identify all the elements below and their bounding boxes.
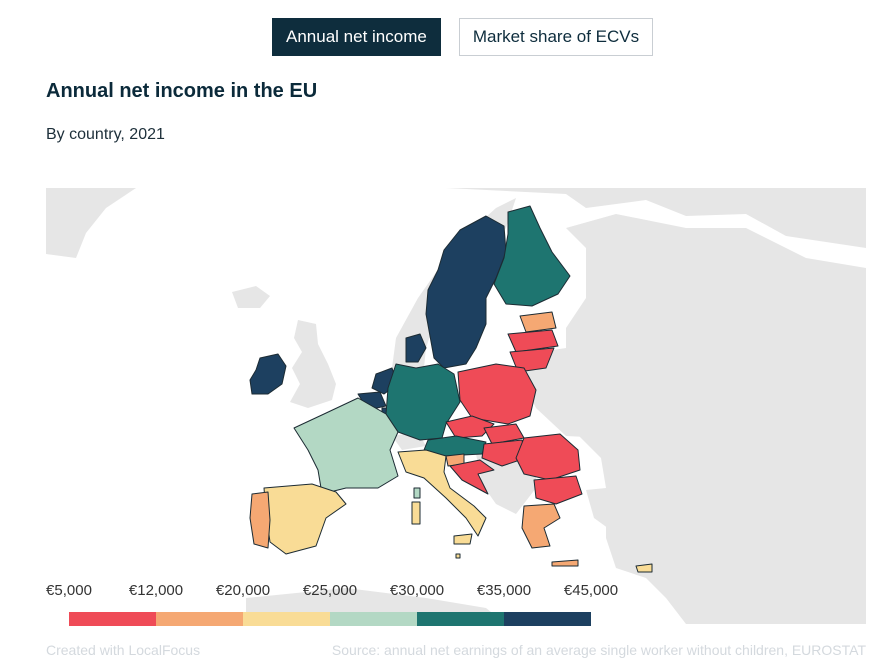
- country-hungary[interactable]: [481, 439, 527, 467]
- country-ireland[interactable]: [249, 353, 287, 395]
- country-italy[interactable]: [397, 449, 487, 537]
- arctic-islands: [446, 188, 866, 248]
- legend-label-25000: €25,000: [302, 582, 358, 599]
- uk-land: [290, 320, 336, 408]
- country-lithuania[interactable]: [509, 347, 555, 373]
- tab-market-share-ecvs[interactable]: Market share of ECVs: [458, 18, 654, 56]
- legend-swatch-6: [504, 612, 591, 626]
- country-romania[interactable]: [515, 433, 581, 481]
- country-bulgaria[interactable]: [533, 475, 583, 505]
- belarus-ukraine: [514, 348, 626, 438]
- turkey-land: [586, 484, 746, 544]
- eu-countries: [249, 205, 653, 573]
- legend-label-5000: €5,000: [46, 582, 92, 599]
- footer-source: Source: annual net earnings of an averag…: [331, 642, 866, 658]
- legend-swatch-4: [330, 612, 417, 626]
- country-sicily[interactable]: [453, 533, 473, 545]
- country-finland[interactable]: [493, 205, 571, 307]
- country-greece[interactable]: [521, 503, 561, 549]
- country-sardinia[interactable]: [411, 501, 421, 525]
- country-spain[interactable]: [263, 483, 347, 555]
- country-cyprus[interactable]: [635, 563, 653, 573]
- country-malta[interactable]: [455, 553, 461, 559]
- chart-title: Annual net income in the EU: [46, 80, 318, 102]
- legend-label-12000: €12,000: [128, 582, 184, 599]
- country-france[interactable]: [293, 397, 399, 495]
- map-svg: [46, 188, 866, 624]
- country-germany[interactable]: [385, 363, 461, 441]
- country-portugal[interactable]: [249, 491, 271, 549]
- eu-map: [46, 188, 866, 624]
- chart-subtitle: By country, 2021: [46, 126, 165, 143]
- country-poland[interactable]: [457, 363, 537, 425]
- tab-annual-net-income[interactable]: Annual net income: [272, 18, 441, 56]
- legend-swatch-2: [156, 612, 243, 626]
- map-legend: €5,000 €12,000 €20,000 €25,000 €30,000 €…: [46, 582, 626, 628]
- legend-swatch-5: [417, 612, 504, 626]
- iceland-land: [232, 286, 270, 308]
- tab-bar: Annual net income Market share of ECVs: [272, 18, 654, 56]
- legend-swatch-3: [243, 612, 330, 626]
- legend-label-45000: €45,000: [563, 582, 619, 599]
- country-crete[interactable]: [551, 559, 579, 567]
- legend-label-30000: €30,000: [389, 582, 445, 599]
- country-estonia[interactable]: [519, 311, 557, 333]
- legend-label-35000: €35,000: [476, 582, 532, 599]
- country-sweden[interactable]: [425, 215, 507, 369]
- legend-color-bar: [69, 612, 591, 626]
- legend-label-20000: €20,000: [215, 582, 271, 599]
- footer-credit-link[interactable]: Created with LocalFocus: [46, 642, 201, 658]
- country-latvia[interactable]: [507, 329, 559, 353]
- country-corsica[interactable]: [413, 487, 421, 499]
- country-croatia[interactable]: [449, 459, 495, 495]
- legend-swatch-1: [69, 612, 156, 626]
- greenland-land: [46, 188, 136, 258]
- country-denmark[interactable]: [405, 333, 427, 363]
